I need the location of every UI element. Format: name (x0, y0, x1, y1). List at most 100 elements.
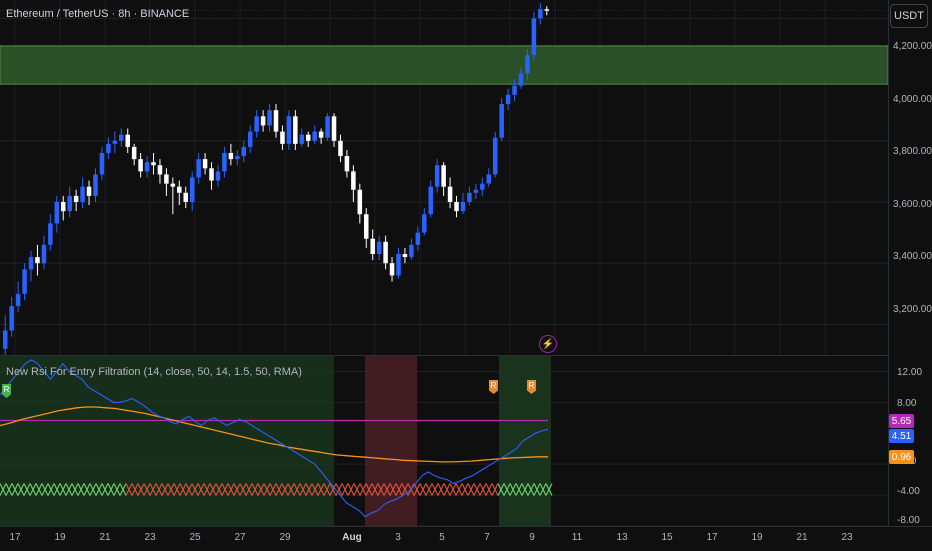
candle-body (241, 146, 247, 157)
filter-band-mark (335, 483, 343, 496)
filter-band-mark (107, 483, 115, 496)
filter-band-mark (365, 483, 373, 496)
candle-body (325, 116, 330, 138)
candle-body (460, 201, 466, 212)
filter-band-mark (11, 483, 19, 496)
filter-band-mark (293, 483, 301, 496)
candle-body (106, 143, 111, 154)
candle-body (2, 330, 8, 349)
filter-band-mark (323, 483, 331, 496)
time-tick: 29 (279, 532, 291, 543)
price-chart[interactable] (0, 0, 888, 355)
filter-band-mark (359, 483, 367, 496)
signal-flag[interactable]: R (489, 380, 498, 394)
time-tick: 13 (616, 532, 628, 543)
filter-band-mark (275, 483, 283, 496)
filter-band-mark (443, 483, 451, 496)
filter-band-mark (419, 483, 427, 496)
candle-body (480, 183, 485, 190)
filter-band-mark (515, 483, 523, 496)
candle-body (157, 165, 163, 175)
indicator-tick: 8.00 (897, 398, 917, 409)
indicator-tick: 12.00 (897, 367, 923, 378)
time-axis[interactable] (0, 526, 932, 551)
filter-band-mark (155, 483, 163, 496)
signal-flag[interactable]: R (2, 384, 11, 398)
filter-band-mark (191, 483, 199, 496)
candle-body (525, 55, 530, 74)
filter-band-mark (263, 483, 271, 496)
filter-band-mark (521, 483, 529, 496)
time-tick: 17 (706, 532, 718, 543)
currency-button[interactable]: USDT (890, 4, 928, 28)
filter-band-mark (527, 483, 535, 496)
filter-band-mark (209, 483, 217, 496)
filter-band-mark (143, 483, 151, 496)
filter-band-mark (89, 483, 97, 496)
filter-band-mark (215, 483, 223, 496)
filter-band-mark (329, 483, 337, 496)
indicator-title[interactable]: New Rsi For Entry Filtration (14, close,… (6, 366, 302, 378)
time-tick: 11 (571, 532, 583, 543)
candle-body (144, 162, 150, 172)
indicator-pane[interactable] (0, 356, 888, 526)
time-tick: 25 (189, 532, 201, 543)
filter-band-mark (227, 483, 235, 496)
candle-body (396, 254, 401, 276)
time-tick: 9 (529, 532, 535, 543)
pane-separator[interactable] (0, 355, 932, 356)
filter-band-mark (239, 483, 247, 496)
candle-body (486, 174, 492, 184)
candle-body (260, 116, 266, 126)
candle-body (164, 174, 169, 184)
filter-band-mark (53, 483, 61, 496)
candle-body (15, 293, 21, 307)
candle-body (48, 223, 53, 245)
symbol-title[interactable]: Ethereum / TetherUS · 8h · BINANCE (6, 8, 190, 20)
candle-body (312, 131, 317, 141)
candle-body (499, 104, 504, 138)
time-tick: 17 (9, 532, 21, 543)
filter-band-mark (41, 483, 49, 496)
candle-body (492, 137, 498, 175)
time-tick: 5 (439, 532, 445, 543)
filter-band-mark (395, 483, 403, 496)
candle-body (409, 244, 414, 258)
candle-body (170, 183, 176, 187)
candle-body (80, 186, 85, 202)
indicator-chart[interactable] (0, 356, 888, 526)
candle-body (376, 241, 382, 255)
indicator-tick: -8.00 (897, 515, 920, 526)
filter-band-mark (23, 483, 31, 496)
flash-icon[interactable]: ⚡ (539, 335, 557, 353)
candle-body (422, 214, 427, 233)
candle-body (222, 153, 227, 172)
candle-body (22, 269, 27, 294)
candle-body (41, 244, 47, 264)
price-pane[interactable]: Ethereum / TetherUS · 8h · BINANCE ⚡ (0, 0, 888, 355)
candle-body (228, 153, 234, 160)
candle-body (131, 146, 137, 160)
supply-zone (0, 45, 888, 85)
price-axis[interactable] (888, 0, 932, 526)
bear-region (365, 356, 417, 526)
candle-body (54, 201, 60, 224)
filter-band-mark (113, 483, 121, 496)
time-tick: 15 (661, 532, 673, 543)
signal-flag[interactable]: R (527, 380, 536, 394)
filter-band-mark (71, 483, 79, 496)
candle-body (293, 116, 298, 144)
candle-body (35, 257, 40, 264)
filter-band-mark (47, 483, 55, 496)
filter-band-mark (0, 483, 7, 496)
filter-band-mark (347, 483, 355, 496)
filter-band-mark (383, 483, 391, 496)
filter-band-mark (17, 483, 25, 496)
candle-body (286, 116, 292, 144)
filter-band-mark (233, 483, 241, 496)
filter-band-mark (497, 483, 505, 496)
candle-body (138, 159, 143, 172)
bull-region (0, 356, 334, 526)
candle-body (331, 116, 337, 141)
